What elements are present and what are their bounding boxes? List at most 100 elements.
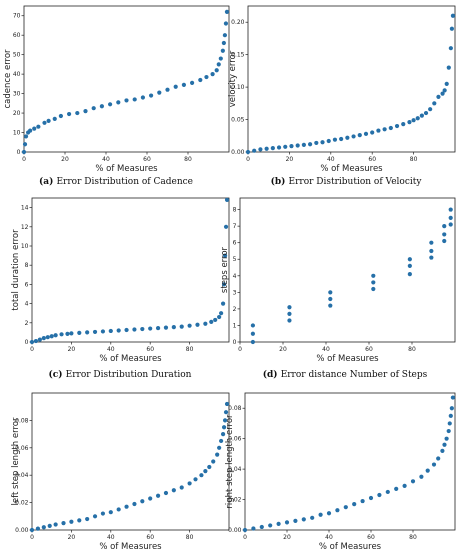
data-point [193,477,198,482]
data-point [419,474,424,479]
x-axis-label: % of Measures [99,542,162,550]
data-point [140,326,145,332]
data-point [116,100,121,105]
y-tick-label: 0 [233,339,237,346]
data-point [165,87,170,92]
data-point [287,311,292,316]
x-tick-label: 40 [327,156,335,163]
data-point [211,459,216,464]
data-point [442,442,447,447]
data-point [295,143,300,148]
data-point [220,48,225,53]
data-point [41,525,46,530]
data-point [328,296,333,302]
data-point [157,90,162,95]
data-point [222,253,228,258]
y-tick-label: 40 [13,71,21,78]
y-tick-label: 7 [233,223,237,230]
data-point [218,56,223,61]
data-point [116,507,121,512]
data-point [371,286,376,292]
x-tick-label: 20 [61,156,69,163]
data-point [92,514,98,519]
data-point [155,493,161,498]
data-point [148,496,153,501]
data-point [407,120,412,125]
y-tick-label: 0.08 [15,417,29,424]
data-point [339,136,344,142]
data-point [37,337,42,342]
data-point [207,464,212,470]
data-point [83,109,88,114]
data-point [264,146,269,151]
x-tick-label: 80 [409,534,417,541]
data-point [52,116,57,122]
subfigure-caption: (a) Error Distribution of Cadence [39,176,193,187]
x-tick-label: 0 [246,156,250,163]
y-tick-label: 0.15 [231,52,245,59]
chart-panel-3: 0 20 40 60 80 0 2 4 6 8 10 12 14 % of Measures total d… [11,197,230,380]
y-tick-label: 0.02 [15,500,29,507]
y-tick-label: 30 [13,91,21,98]
data-point [394,123,400,129]
data-point [252,148,257,153]
caption-text: Error distance Number of Steps [281,370,428,380]
y-tick-label: 0.06 [228,436,242,443]
y-axis-label: left step length error [11,417,21,505]
y-tick-label: 8 [233,207,237,214]
data-point [436,456,441,461]
data-point [284,520,290,525]
y-tick-label: 0.00 [231,149,245,156]
data-point [35,526,41,531]
x-tick-label: 20 [68,346,76,353]
data-point [270,146,275,151]
plot-frame [31,197,230,343]
data-point [310,515,315,520]
x-tick-label: 20 [68,534,76,541]
data-point [407,272,412,277]
y-tick-label: 8 [25,262,29,269]
data-point [442,232,447,237]
data-point [209,319,214,324]
data-point [301,517,306,522]
data-point [371,273,376,278]
data-point [250,331,255,336]
data-point [442,238,447,244]
y-tick-label: 70 [13,13,21,20]
data-point [442,224,447,229]
chart-panel-5: 0 20 40 60 80 0.00 0.02 0.04 0.06 0.08 % of Measur… [11,392,230,550]
data-point [41,336,46,341]
data-point [449,26,454,31]
x-axis-label: % of Measures [316,354,379,364]
data-point [394,486,399,491]
x-tick-label: 80 [186,534,194,541]
chart-panel-2: 0 20 40 60 80 0.00 0.05 0.10 0.15 0.20 % of Measur… [228,5,456,187]
data-point [46,118,51,123]
data-point [213,317,218,323]
data-point [77,330,82,335]
data-point [190,80,195,85]
y-tick-label: 50 [13,52,21,59]
data-point [345,135,350,140]
data-point [283,144,288,149]
data-point [377,492,382,498]
data-point [45,335,50,340]
y-tick-label: 4 [233,273,237,280]
data-point [442,88,447,93]
data-point [171,325,176,330]
data-point [448,207,453,212]
y-tick-label: 0.20 [231,19,245,26]
y-tick-label: 12 [21,224,29,231]
data-point [268,523,273,528]
data-point [53,522,58,527]
data-point [276,145,282,150]
y-tick-label: 5 [233,256,237,263]
x-tick-label: 20 [286,156,294,163]
data-point [222,418,228,423]
data-point [287,305,292,310]
data-point [100,511,106,516]
y-tick-label: 0.00 [15,527,29,534]
x-axis-label: % of Measures [320,164,383,174]
y-tick-label: 4 [25,301,29,308]
x-tick-label: 80 [186,346,194,353]
